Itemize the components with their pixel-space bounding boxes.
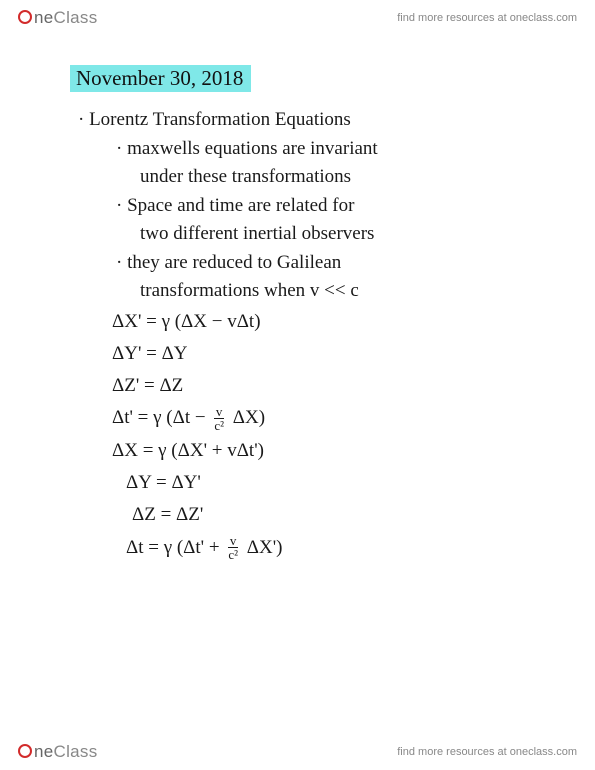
note-page: November 30, 2018 · Lorentz Transformati…: [70, 65, 555, 564]
note-date: November 30, 2018: [70, 65, 251, 92]
eq4-numerator: v: [214, 405, 225, 419]
equation-1: ΔX' = γ (ΔX − vΔt): [112, 306, 555, 338]
eq8-numerator: v: [228, 534, 239, 548]
brand-logo: ne Class: [18, 8, 98, 28]
logo-circle-icon-footer: [18, 744, 32, 758]
bullet-3-line-2: transformations when v << c: [140, 277, 555, 306]
equation-3: ΔZ' = ΔZ: [112, 370, 555, 402]
bullet-1-line-1: · maxwells equations are invariant: [116, 135, 555, 164]
equation-8: Δt = γ (Δt' + v c² ΔX'): [126, 532, 555, 564]
logo-circle-icon: [18, 10, 32, 24]
resources-link-top[interactable]: find more resources at oneclass.com: [397, 12, 577, 24]
bullet-3-line-1: · they are reduced to Galilean: [116, 249, 555, 278]
eq8-fraction: v c²: [226, 534, 240, 561]
eq4-denominator: c²: [212, 419, 226, 432]
page-footer: ne Class find more resources at oneclass…: [0, 734, 595, 770]
brand-text-class-footer: Class: [54, 742, 98, 762]
eq4-part-b: ΔX): [233, 407, 265, 428]
eq8-denominator: c²: [226, 548, 240, 561]
brand-text-one: ne: [34, 8, 54, 28]
title-text: Lorentz Transformation Equations: [89, 109, 351, 130]
bullet-1-line-2: under these transformations: [140, 163, 555, 192]
eq4-part-a: Δt' = γ (Δt −: [112, 407, 210, 428]
equation-2: ΔY' = ΔY: [112, 338, 555, 370]
equation-7: ΔZ = ΔZ': [132, 499, 555, 531]
page-header: ne Class find more resources at oneclass…: [0, 0, 595, 36]
section-title: · Lorentz Transformation Equations: [78, 106, 555, 135]
brand-text-one-footer: ne: [34, 742, 54, 762]
brand-text-class: Class: [54, 8, 98, 28]
notes-body: · Lorentz Transformation Equations · max…: [70, 106, 555, 564]
bullet-2-line-2: two different inertial observers: [140, 220, 555, 249]
equation-5: ΔX = γ (ΔX' + vΔt'): [112, 435, 555, 467]
equation-6: ΔY = ΔY': [126, 467, 555, 499]
brand-logo-footer: ne Class: [18, 742, 98, 762]
bullet-2-line-1: · Space and time are related for: [116, 192, 555, 221]
equation-4: Δt' = γ (Δt − v c² ΔX): [112, 402, 555, 434]
resources-link-bottom[interactable]: find more resources at oneclass.com: [397, 746, 577, 758]
eq4-fraction: v c²: [212, 405, 226, 432]
eq8-part-a: Δt = γ (Δt' +: [126, 537, 224, 558]
eq8-part-b: ΔX'): [247, 537, 283, 558]
